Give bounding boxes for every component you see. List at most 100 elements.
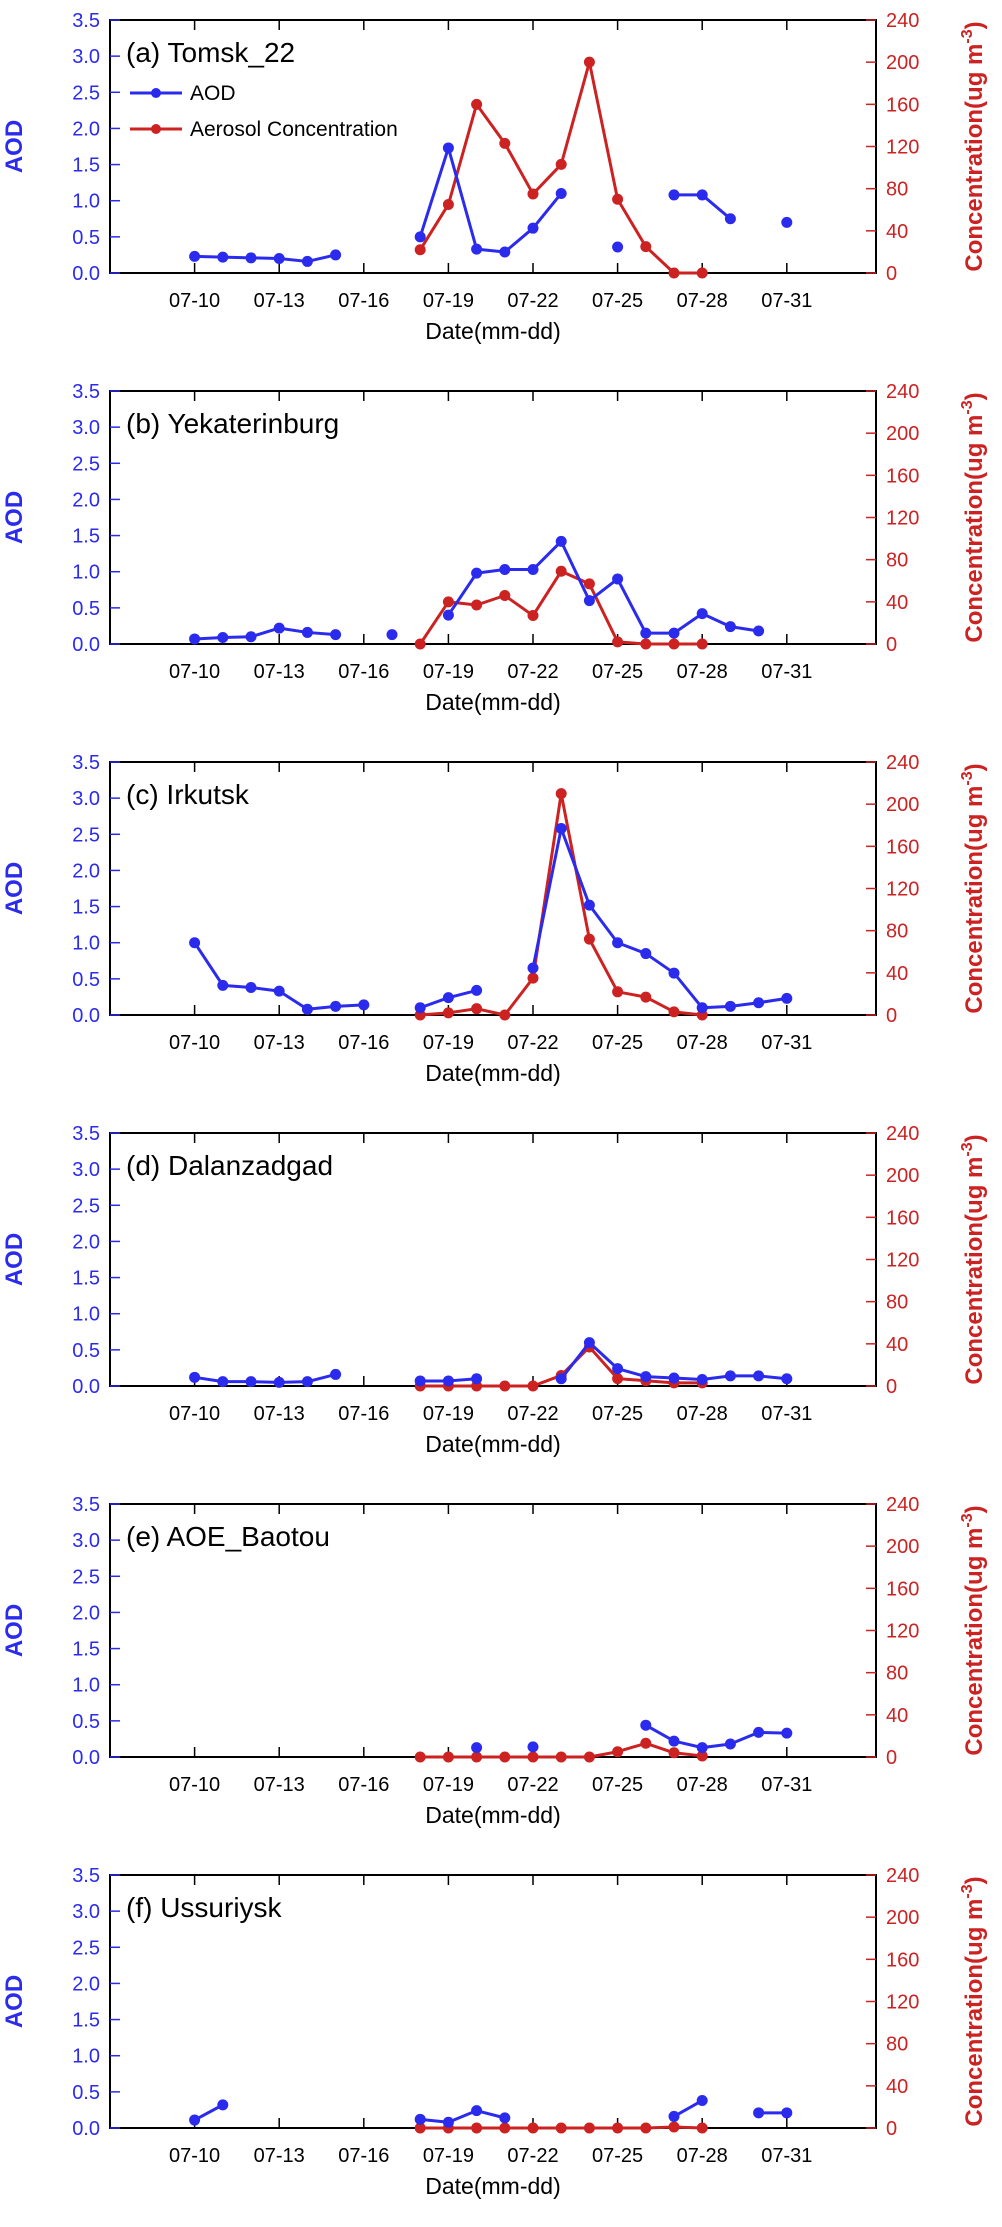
y-tick-label-right: 200 (886, 52, 919, 74)
series-line-segment (531, 569, 563, 618)
data-point (612, 636, 624, 648)
data-point (527, 2122, 539, 2134)
data-point (555, 2122, 567, 2134)
data-point (527, 610, 539, 622)
series-line-segment (587, 60, 620, 201)
y-axis-label-right-close: ) (961, 1505, 988, 1513)
data-point (668, 2121, 680, 2133)
x-tick-label: 07-19 (423, 1032, 474, 1054)
data-point (442, 992, 454, 1004)
y-axis-label-right: Concentration(ug m-3) (959, 1876, 988, 2126)
data-point (640, 1371, 652, 1383)
y-tick-label-left: 3.0 (72, 46, 100, 68)
data-point (696, 608, 708, 620)
y-tick-label-left: 0.0 (72, 1747, 100, 1769)
data-point (499, 1380, 511, 1392)
x-tick-label: 07-28 (677, 1774, 728, 1796)
y-tick-label-right: 40 (886, 1334, 908, 1356)
series-line-segment (418, 202, 450, 252)
data-point (640, 1737, 652, 1749)
data-point (273, 253, 285, 265)
data-point (442, 1007, 454, 1019)
data-point (668, 638, 680, 650)
y-tick-label-right: 120 (886, 1992, 919, 2014)
data-point (583, 1337, 595, 1349)
series-line-segment (559, 539, 591, 603)
data-point (499, 137, 511, 149)
data-point (668, 189, 680, 201)
x-tick-label: 07-25 (592, 290, 643, 312)
y-axis-label-right-sup: -3 (959, 771, 976, 785)
y-tick-label-right: 0 (886, 634, 897, 656)
x-axis-label: Date(mm-dd) (425, 1802, 560, 1828)
x-tick-label: 07-16 (338, 1774, 389, 1796)
y-tick-label-right: 40 (886, 2076, 908, 2098)
x-tick-label: 07-31 (761, 1032, 812, 1054)
y-tick-label-left: 0.0 (72, 1376, 100, 1398)
y-tick-label-right: 160 (886, 1578, 919, 1600)
y-tick-label-left: 1.0 (72, 191, 100, 213)
data-point (273, 622, 285, 634)
series-line-segment (587, 582, 620, 644)
y-tick-label-right: 120 (886, 137, 919, 159)
y-tick-label-right: 40 (886, 963, 908, 985)
y-tick-label-left: 0.0 (72, 263, 100, 285)
data-point (414, 1751, 426, 1763)
series-line-segment (700, 193, 732, 221)
y-tick-label-left: 2.5 (72, 82, 100, 104)
data-point (555, 823, 567, 835)
panel-title: (f) Ussuriysk (126, 1892, 283, 1923)
data-point (696, 638, 708, 650)
data-point (442, 1751, 454, 1763)
x-axis-label: Date(mm-dd) (425, 318, 560, 344)
series-line-segment (644, 952, 676, 975)
data-point (696, 1742, 708, 1754)
y-tick-label-left: 2.0 (72, 489, 100, 511)
data-point (753, 2107, 765, 2119)
data-point (724, 1370, 736, 1382)
y-axis-label-left: AOD (1, 1975, 28, 2028)
y-axis-label-right-sup: -3 (959, 1884, 976, 1898)
series-line-segment (672, 612, 704, 635)
series-line-segment (587, 903, 620, 945)
data-point (781, 992, 793, 1004)
concentration-series (414, 788, 708, 1021)
concentration-series (414, 565, 708, 650)
data-point (527, 1741, 539, 1753)
x-tick-label: 07-28 (677, 2145, 728, 2167)
data-point (471, 1003, 483, 1015)
y-tick-label-right: 200 (886, 423, 919, 445)
y-tick-label-left: 2.5 (72, 453, 100, 475)
data-point (245, 982, 257, 994)
x-tick-label: 07-31 (761, 661, 812, 683)
y-tick-label-right: 160 (886, 836, 919, 858)
data-point (640, 627, 652, 639)
data-point (414, 2122, 426, 2134)
data-point (499, 2122, 511, 2134)
series-line-segment (559, 1341, 591, 1381)
y-tick-label-left: 0.0 (72, 2118, 100, 2140)
y-tick-label-left: 1.0 (72, 933, 100, 955)
y-tick-label-left: 1.5 (72, 155, 100, 177)
data-point (724, 621, 736, 633)
data-point (668, 2110, 680, 2122)
y-tick-label-left: 0.5 (72, 969, 100, 991)
x-tick-label: 07-25 (592, 2145, 643, 2167)
y-tick-label-left: 0.0 (72, 1005, 100, 1027)
x-tick-label: 07-16 (338, 2145, 389, 2167)
data-point (583, 899, 595, 911)
y-tick-label-right: 0 (886, 263, 897, 285)
y-axis-label-left: AOD (1, 1604, 28, 1657)
y-tick-label-right: 240 (886, 10, 919, 32)
y-axis-label-right-main: Concentration(ug m (961, 44, 988, 272)
data-point (330, 1000, 342, 1012)
y-tick-label-right: 0 (886, 1005, 897, 1027)
panel-1: 07-10 07-13 07-16 07-19 07-22 07-25 07-28 07-31… (1, 10, 988, 344)
data-point (555, 187, 567, 199)
y-tick-label-right: 160 (886, 1207, 919, 1229)
data-point (555, 1373, 567, 1385)
x-tick-label: 07-25 (592, 1032, 643, 1054)
data-point (301, 1003, 313, 1015)
y-tick-label-right: 200 (886, 794, 919, 816)
y-axis-label-right-close: ) (961, 763, 988, 771)
